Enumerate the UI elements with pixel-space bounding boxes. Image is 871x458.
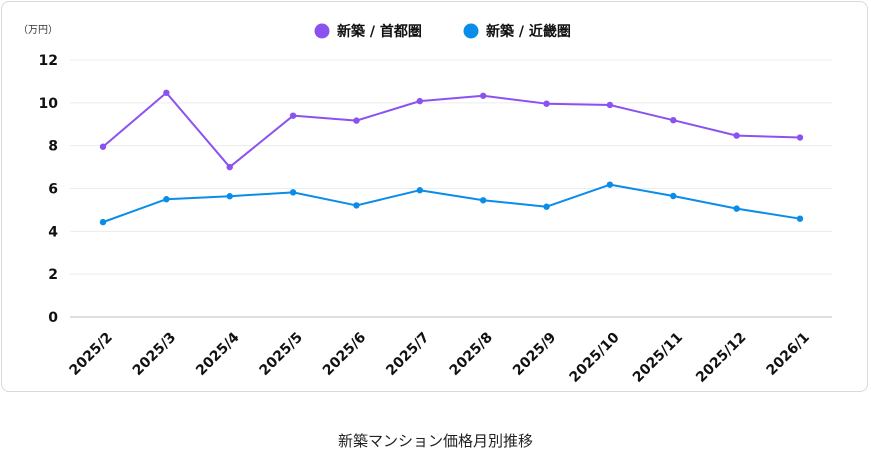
- y-tick-label: 8: [48, 139, 58, 155]
- x-tick-label: 2025/6: [320, 330, 369, 379]
- chart-caption: 新築マンション価格月別推移: [337, 432, 533, 450]
- legend-label[interactable]: 新築 / 近畿圏: [486, 23, 571, 40]
- data-point[interactable]: [289, 112, 297, 119]
- y-tick-label: 4: [48, 224, 58, 240]
- data-point[interactable]: [796, 215, 804, 222]
- line-chart: （万円） 0 2 4 6 8 10 12 2025/2 2025/3 2025/4 2025/5 2…: [18, 23, 832, 386]
- x-tick-label: 2025/10: [566, 329, 622, 385]
- chart-card: [1, 1, 868, 392]
- legend-marker: [463, 23, 479, 39]
- data-point[interactable]: [606, 181, 614, 188]
- x-tick-label: 2025/3: [130, 330, 179, 379]
- y-tick-label: 0: [48, 310, 58, 326]
- data-point[interactable]: [796, 134, 804, 141]
- data-point[interactable]: [99, 143, 107, 150]
- y-tick-label: 2: [48, 267, 58, 283]
- y-tick-label: 12: [39, 53, 58, 69]
- x-tick-label: 2026/1: [763, 330, 812, 379]
- x-tick-label: 2025/5: [257, 330, 306, 379]
- legend-marker: [314, 23, 330, 39]
- x-tick-label: 2025/11: [630, 330, 686, 386]
- data-point[interactable]: [289, 189, 297, 196]
- data-point[interactable]: [479, 92, 487, 99]
- data-point[interactable]: [479, 197, 487, 204]
- x-tick-label: 2025/12: [693, 330, 749, 386]
- data-point[interactable]: [670, 116, 677, 124]
- series-line-2: [102, 183, 801, 224]
- x-tick-label: 2025/4: [193, 329, 243, 379]
- data-point[interactable]: [733, 205, 740, 212]
- legend-label[interactable]: 新築 / 首都圏: [337, 23, 422, 40]
- data-point[interactable]: [99, 218, 107, 226]
- data-point[interactable]: [226, 193, 233, 200]
- data-point[interactable]: [416, 187, 424, 194]
- y-unit-label: （万円）: [18, 24, 58, 36]
- y-tick-label: 10: [39, 96, 59, 112]
- y-tick-label: 6: [48, 182, 58, 198]
- x-tick-label: 2025/2: [66, 330, 115, 379]
- data-point[interactable]: [353, 202, 360, 209]
- data-point[interactable]: [606, 101, 614, 109]
- x-tick-label: 2025/8: [447, 330, 496, 379]
- data-point[interactable]: [353, 117, 360, 124]
- x-tick-label: 2025/7: [383, 330, 432, 379]
- data-point[interactable]: [543, 100, 550, 107]
- data-point[interactable]: [733, 132, 740, 139]
- data-point[interactable]: [163, 89, 170, 96]
- series-line-1: [102, 91, 801, 169]
- data-point[interactable]: [226, 163, 233, 171]
- data-point[interactable]: [670, 192, 677, 200]
- data-point[interactable]: [543, 203, 550, 210]
- x-tick-label: 2025/9: [510, 330, 559, 379]
- data-point[interactable]: [163, 196, 170, 203]
- data-point[interactable]: [416, 97, 424, 105]
